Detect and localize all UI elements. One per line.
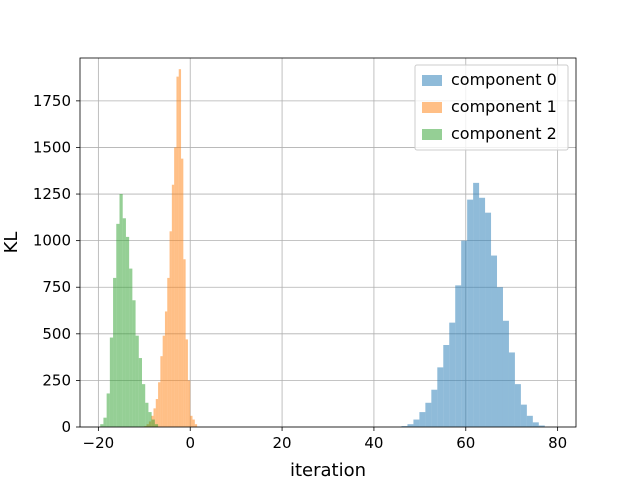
- bar-series-0-bin-18: [508, 352, 515, 427]
- bar-series-2-bin-5: [116, 223, 120, 427]
- bar-series-0-bin-5: [431, 389, 438, 427]
- legend-swatch-2: [422, 129, 442, 140]
- bar-series-1-bin-22: [194, 424, 198, 427]
- y-tick-label-7: 1750: [33, 92, 71, 110]
- bar-series-0-bin-6: [437, 367, 444, 427]
- bar-series-2-bin-8: [125, 236, 130, 427]
- legend-swatch-1: [422, 102, 442, 113]
- y-tick-label-2: 500: [42, 325, 71, 343]
- bar-series-0-bin-1: [407, 424, 414, 427]
- y-axis-label: KL: [1, 232, 22, 254]
- y-tick-label-6: 1500: [33, 138, 71, 156]
- series-1: [144, 69, 198, 428]
- bar-series-0-bin-12: [473, 182, 480, 427]
- bar-series-1-bin-13: [174, 147, 177, 428]
- bar-series-1-bin-14: [176, 76, 179, 428]
- bar-series-1-bin-6: [158, 382, 161, 427]
- bar-series-0-bin-0: [401, 426, 408, 427]
- bar-series-1-bin-19: [187, 380, 191, 427]
- legend-label-0: component 0: [451, 70, 557, 89]
- bar-series-2-bin-15: [148, 412, 152, 427]
- x-tick-label-4: 60: [456, 434, 475, 452]
- bar-series-1-bin-15: [178, 69, 182, 427]
- bar-series-2-bin-2: [106, 393, 110, 427]
- x-axis-label: iteration: [290, 460, 366, 480]
- bar-series-1-bin-8: [162, 335, 165, 427]
- bar-series-0-bin-10: [461, 240, 468, 427]
- bar-series-1-bin-4: [153, 408, 156, 427]
- series-0: [401, 182, 545, 427]
- x-tick-label-1: 0: [185, 434, 195, 452]
- bar-series-0-bin-16: [497, 287, 503, 427]
- bar-series-1-bin-7: [160, 356, 163, 427]
- bar-series-1-bin-16: [181, 158, 184, 428]
- bar-series-2-bin-12: [138, 358, 142, 427]
- histogram-bars: [100, 69, 545, 428]
- y-tick-label-0: 0: [61, 418, 71, 436]
- bar-series-0-bin-22: [532, 422, 539, 427]
- bar-series-0-bin-9: [455, 285, 462, 427]
- y-tick-label-3: 750: [42, 278, 71, 296]
- bar-series-1-bin-9: [164, 311, 168, 427]
- legend-label-2: component 2: [451, 124, 557, 143]
- bar-series-2-bin-0: [100, 424, 104, 427]
- bar-series-2-bin-10: [132, 300, 136, 427]
- bar-series-2-bin-7: [122, 218, 126, 427]
- bar-series-0-bin-8: [449, 322, 456, 427]
- bar-series-1-bin-5: [155, 399, 159, 427]
- x-axis-ticks: −20 0 20 40 60 80: [83, 427, 567, 452]
- x-tick-label-2: 20: [273, 434, 292, 452]
- bar-series-1-bin-21: [192, 419, 195, 427]
- bar-series-2-bin-17: [154, 424, 159, 427]
- bar-series-0-bin-19: [514, 384, 521, 427]
- bar-series-0-bin-7: [443, 345, 450, 427]
- bar-series-0-bin-23: [538, 425, 545, 427]
- bar-series-0-bin-13: [479, 197, 486, 427]
- y-tick-label-4: 1000: [33, 232, 71, 250]
- bar-series-2-bin-3: [109, 337, 114, 427]
- bar-series-1-bin-10: [167, 277, 170, 427]
- bar-series-2-bin-14: [145, 402, 149, 427]
- legend-box: [414, 64, 569, 151]
- legend: component 0 component 1 component 2: [414, 64, 569, 151]
- bar-series-0-bin-4: [425, 402, 432, 427]
- bar-series-0-bin-21: [526, 415, 533, 427]
- bar-series-2-bin-4: [113, 277, 117, 427]
- bar-series-0-bin-3: [419, 412, 426, 427]
- bar-series-2-bin-13: [142, 384, 146, 427]
- bar-series-1-bin-17: [183, 259, 186, 427]
- plot-frame: [79, 57, 577, 428]
- bar-series-2-bin-6: [119, 194, 123, 427]
- bar-series-0-bin-17: [502, 320, 509, 427]
- legend-swatch-0: [422, 75, 442, 86]
- bar-series-2-bin-9: [129, 268, 133, 427]
- bar-series-2-bin-1: [103, 417, 107, 427]
- y-tick-label-1: 250: [42, 371, 71, 389]
- bar-series-2-bin-11: [135, 335, 139, 427]
- bar-series-0-bin-15: [491, 255, 498, 427]
- bar-series-0-bin-2: [413, 419, 420, 427]
- bar-series-1-bin-18: [185, 339, 188, 427]
- series-2: [100, 194, 159, 427]
- x-tick-label-5: 80: [548, 434, 567, 452]
- y-axis-ticks: 0 250 500 750 1000 1250 1500 1750: [33, 92, 80, 436]
- bar-series-1-bin-20: [190, 415, 193, 427]
- y-tick-label-5: 1250: [33, 185, 71, 203]
- x-tick-label-0: −20: [83, 434, 115, 452]
- bar-series-0-bin-14: [485, 212, 492, 427]
- bar-series-2-bin-16: [151, 419, 155, 427]
- bar-series-0-bin-11: [467, 199, 474, 427]
- bar-series-1-bin-12: [171, 184, 175, 427]
- bar-series-1-bin-11: [169, 231, 172, 427]
- x-tick-label-3: 40: [364, 434, 383, 452]
- legend-label-1: component 1: [451, 97, 557, 116]
- bar-series-0-bin-20: [520, 404, 527, 427]
